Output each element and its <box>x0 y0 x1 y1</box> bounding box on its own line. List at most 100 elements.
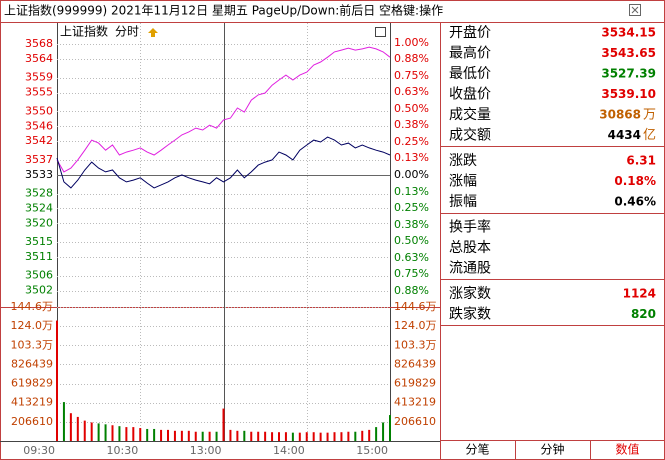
volume-bar <box>257 431 260 441</box>
y2-tick-label: 0.25% <box>394 135 429 148</box>
y2-tick-label: 0.13% <box>394 151 429 164</box>
info-label: 成交量 <box>449 106 491 123</box>
info-label: 涨家数 <box>449 285 491 302</box>
tab[interactable]: 数值 <box>615 442 639 457</box>
volume-bar <box>298 432 301 441</box>
y-tick-label: 3550 <box>25 104 53 117</box>
volume-bar <box>208 431 211 441</box>
y2-tick-label: 0.13% <box>394 185 429 198</box>
info-label: 收盘价 <box>449 86 491 103</box>
y-tick-label: 3520 <box>25 216 53 229</box>
volume-bar <box>271 432 274 441</box>
info-label: 成交额 <box>449 127 491 144</box>
volume-bar <box>382 422 385 441</box>
volume-bar <box>125 427 128 441</box>
volume-bar <box>354 431 357 441</box>
x-tick-label: 14:00 <box>273 444 305 457</box>
y-tick-label: 3511 <box>25 250 53 263</box>
volume-bar <box>222 408 225 441</box>
close-button[interactable] <box>629 4 641 16</box>
y-tick-label: 3559 <box>25 71 53 84</box>
volume-bar <box>139 428 142 441</box>
info-label: 总股本 <box>449 240 491 256</box>
y2-tick-label: 0.50% <box>394 102 429 115</box>
price-line <box>56 136 391 189</box>
volume-tick-label-right: 826439 <box>394 357 436 370</box>
volume-bar <box>326 432 329 441</box>
info-unit: 亿 <box>643 128 656 143</box>
volume-bar <box>97 423 100 441</box>
volume-bar <box>229 429 232 441</box>
volume-bar <box>90 422 93 441</box>
volume-bar <box>368 429 371 441</box>
y2-tick-label: 0.63% <box>394 85 429 98</box>
info-label: 涨幅 <box>449 174 477 190</box>
y-tick-label: 3546 <box>25 119 53 132</box>
volume-bar <box>62 402 65 441</box>
volume-tick-label: 619829 <box>11 377 53 390</box>
volume-bar <box>319 432 322 441</box>
volume-bar <box>284 432 287 441</box>
volume-bar <box>243 430 246 441</box>
switch-icon[interactable] <box>148 28 158 37</box>
y-tick-label: 3555 <box>25 86 53 99</box>
info-label: 最低价 <box>449 66 491 82</box>
y2-tick-label: 0.50% <box>394 234 429 247</box>
y2-tick-label: 0.38% <box>394 218 429 231</box>
volume-bar <box>291 432 294 441</box>
info-value: 3543.65 <box>601 46 656 60</box>
volume-tick-label: 826439 <box>11 357 53 370</box>
window-title: 上证指数(999999) 2021年11月12日 星期五 PageUp/Down… <box>4 3 443 18</box>
info-value: 1124 <box>623 287 656 301</box>
volume-bar <box>389 415 391 441</box>
y-tick-label: 3524 <box>25 201 53 214</box>
close-icon <box>631 6 639 14</box>
volume-bar <box>167 429 169 441</box>
volume-bar <box>340 432 343 441</box>
volume-tick-label: 103.3万 <box>11 338 54 351</box>
tab[interactable]: 分笔 <box>465 442 489 457</box>
info-label: 开盘价 <box>449 24 491 41</box>
info-label: 跌家数 <box>449 306 491 323</box>
volume-bar <box>347 431 350 441</box>
info-value: 820 <box>631 307 656 321</box>
y-tick-label: 3537 <box>25 153 53 166</box>
volume-tick-label-right: 206610 <box>394 415 436 428</box>
volume-bar <box>104 424 107 441</box>
y2-tick-label: 0.75% <box>394 267 429 280</box>
volume-bar <box>375 427 378 441</box>
y-tick-label: 3564 <box>25 52 53 65</box>
volume-bar <box>361 430 364 441</box>
chart-title: 上证指数 <box>60 24 108 39</box>
y-tick-label: 3506 <box>25 269 53 282</box>
info-value: 3539.10 <box>601 87 656 101</box>
info-label: 涨跌 <box>449 153 477 169</box>
volume-tick-label-right: 413219 <box>394 396 436 409</box>
x-tick-label: 15:00 <box>356 444 388 457</box>
y2-tick-label: 0.88% <box>394 284 429 297</box>
volume-bar <box>180 430 183 441</box>
y-tick-label: 3568 <box>25 37 53 50</box>
volume-tick-label: 206610 <box>11 415 53 428</box>
y-tick-label: 3533 <box>25 168 53 181</box>
y2-tick-label: 0.00% <box>394 168 429 181</box>
price-line <box>56 46 391 173</box>
volume-bar <box>187 430 190 441</box>
volume-bar <box>69 413 72 441</box>
info-value: 0.46% <box>614 195 656 209</box>
info-value: 30868 <box>599 108 641 122</box>
panel-toggle[interactable] <box>375 27 386 37</box>
volume-bar <box>264 431 267 441</box>
info-value: 3527.39 <box>601 67 656 81</box>
volume-tick-label-right: 124.0万 <box>394 319 437 332</box>
volume-bar <box>56 320 58 441</box>
y2-tick-label: 0.25% <box>394 201 429 214</box>
x-tick-label: 13:00 <box>190 444 222 457</box>
info-label: 最高价 <box>449 45 491 62</box>
y2-tick-label: 0.63% <box>394 251 429 264</box>
tab[interactable]: 分钟 <box>540 442 564 457</box>
x-tick-label: 09:30 <box>23 444 55 457</box>
y2-tick-label: 0.75% <box>394 69 429 82</box>
volume-tick-label-right: 619829 <box>394 377 436 390</box>
